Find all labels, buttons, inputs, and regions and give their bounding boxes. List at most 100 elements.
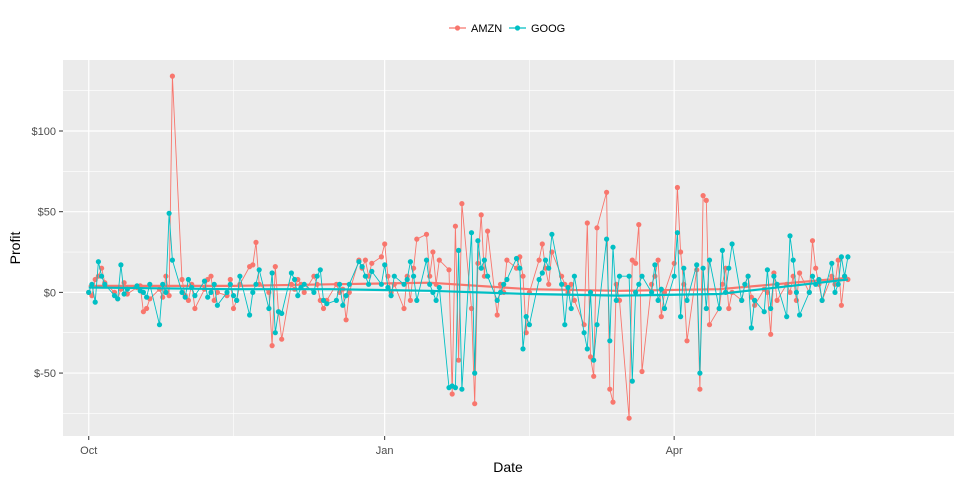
goog-point xyxy=(771,273,777,279)
goog-point xyxy=(475,238,481,244)
amzn-point xyxy=(279,336,285,342)
goog-point xyxy=(517,265,523,271)
goog-point xyxy=(388,293,394,299)
amzn-point xyxy=(633,260,639,266)
amzn-point xyxy=(192,305,198,312)
goog-point xyxy=(401,281,407,287)
goog-point xyxy=(472,370,478,376)
amzn-point xyxy=(752,302,758,308)
goog-point xyxy=(333,297,339,303)
amzn-point xyxy=(414,236,420,242)
goog-point xyxy=(671,273,677,279)
amzn-point xyxy=(494,312,500,318)
goog-point xyxy=(269,270,275,276)
amzn-point xyxy=(253,239,259,245)
goog-point xyxy=(568,305,574,312)
goog-point xyxy=(121,291,127,297)
legend-key-point xyxy=(514,25,521,31)
goog-point xyxy=(536,276,542,283)
amzn-point xyxy=(774,297,780,303)
goog-point xyxy=(163,289,169,295)
goog-point xyxy=(523,314,529,320)
amzn-point xyxy=(378,254,384,260)
goog-point xyxy=(613,297,619,303)
goog-point xyxy=(684,297,690,303)
goog-point xyxy=(314,273,320,279)
goog-point xyxy=(124,286,130,292)
amzn-point xyxy=(787,289,793,295)
goog-point xyxy=(478,265,484,271)
goog-point xyxy=(838,254,845,260)
goog-point xyxy=(591,357,597,363)
amzn-point xyxy=(446,267,452,273)
goog-point xyxy=(774,281,780,287)
goog-point xyxy=(272,330,278,336)
amzn-point xyxy=(272,264,278,270)
goog-point xyxy=(99,273,105,279)
goog-point xyxy=(205,294,211,300)
y-tick-label: $-50 xyxy=(34,368,56,380)
goog-point xyxy=(430,289,436,295)
goog-point xyxy=(468,230,475,236)
amzn-point xyxy=(571,297,578,303)
amzn-point xyxy=(504,257,510,263)
goog-point xyxy=(382,262,388,268)
goog-point xyxy=(201,278,208,284)
amzn-point xyxy=(748,294,755,300)
amzn-point xyxy=(706,322,713,328)
goog-point xyxy=(214,302,220,308)
goog-point xyxy=(366,281,372,287)
goog-point xyxy=(559,281,565,287)
goog-point xyxy=(678,314,684,320)
amzn-point xyxy=(211,297,217,303)
amzn-point xyxy=(697,386,703,392)
goog-point xyxy=(587,289,594,295)
legend-label: AMZN xyxy=(471,23,502,35)
amzn-point xyxy=(604,189,610,195)
goog-point xyxy=(459,386,465,392)
goog-point xyxy=(726,265,732,271)
goog-point xyxy=(189,284,195,291)
goog-point xyxy=(234,297,240,303)
goog-point xyxy=(147,281,153,287)
amzn-point xyxy=(301,289,307,295)
amzn-point xyxy=(809,238,816,244)
goog-point xyxy=(816,276,822,283)
goog-point xyxy=(427,281,433,287)
goog-point xyxy=(636,281,642,287)
goog-point xyxy=(694,262,700,268)
goog-point xyxy=(485,273,491,279)
goog-point xyxy=(700,265,706,271)
amzn-point xyxy=(382,241,388,247)
amzn-point xyxy=(430,249,436,255)
goog-point xyxy=(346,281,352,287)
goog-point xyxy=(706,257,713,263)
goog-point xyxy=(494,297,500,303)
amzn-point xyxy=(719,281,726,287)
y-axis-title: Profit xyxy=(7,232,23,265)
goog-point xyxy=(649,289,655,295)
goog-point xyxy=(414,297,420,303)
goog-point xyxy=(247,312,253,318)
amzn-point xyxy=(485,228,491,234)
goog-point xyxy=(411,273,417,279)
goog-point xyxy=(745,273,751,279)
legend-key-point xyxy=(454,25,461,31)
goog-point xyxy=(739,297,745,303)
goog-point xyxy=(616,273,623,279)
x-axis-title: Date xyxy=(493,459,523,475)
amzn-point xyxy=(433,281,439,287)
amzn-point xyxy=(591,373,597,379)
goog-point xyxy=(102,281,108,287)
amzn-point xyxy=(539,241,545,247)
goog-point xyxy=(362,273,368,279)
goog-point xyxy=(95,259,101,265)
goog-point xyxy=(404,276,410,283)
goog-point xyxy=(436,284,442,291)
goog-point xyxy=(723,289,729,295)
amzn-point xyxy=(427,273,433,279)
goog-point xyxy=(320,297,327,303)
amzn-point xyxy=(671,260,677,266)
amzn-point xyxy=(674,184,681,191)
goog-point xyxy=(752,297,758,303)
